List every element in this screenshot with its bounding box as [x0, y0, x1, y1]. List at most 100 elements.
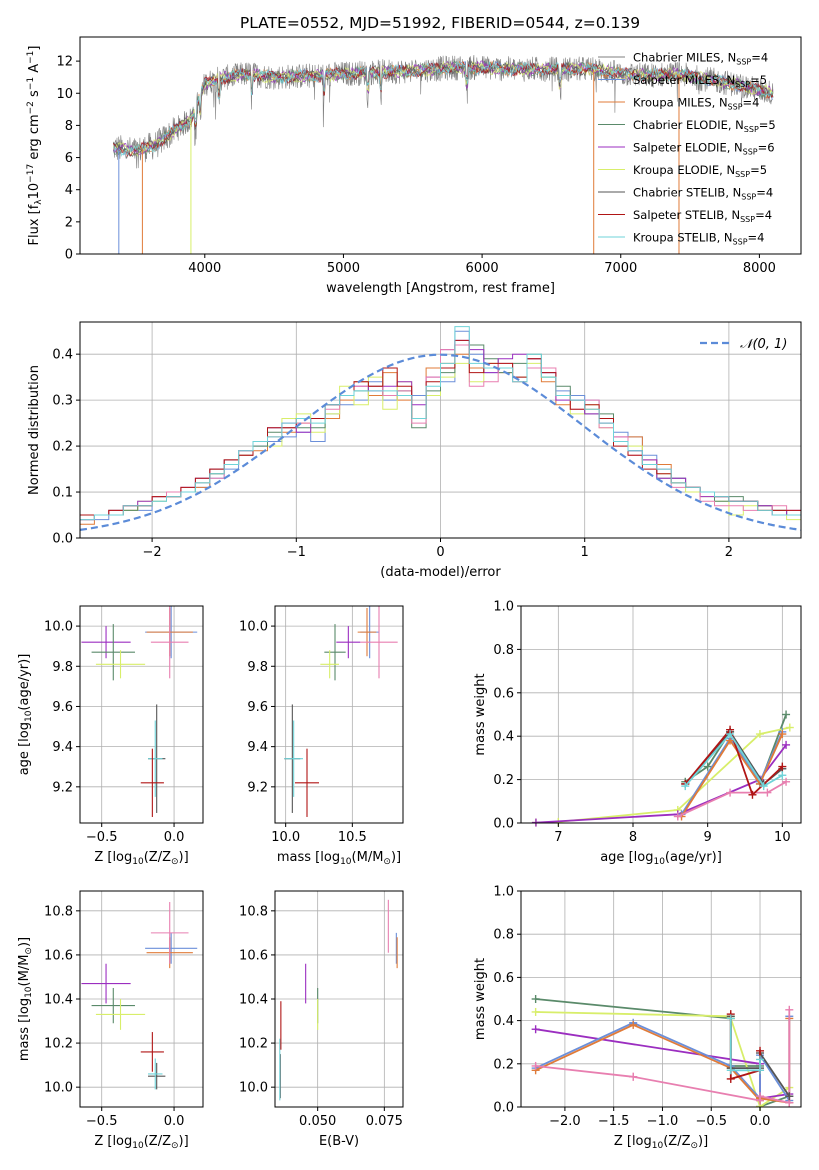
y-tick-label: 10.8 — [239, 904, 268, 919]
errorbar-point — [91, 624, 135, 681]
weight-marker — [785, 1005, 794, 1014]
x-tick-label: 8 — [629, 830, 637, 845]
label-part: Z [ — [94, 850, 112, 865]
weight-marker — [748, 790, 757, 799]
label-part: (age/yr)] — [17, 654, 32, 711]
legend-tail: =5 — [750, 163, 767, 177]
figure-title: PLATE=0552, MJD=51992, FIBERID=0544, z=0… — [240, 14, 640, 32]
weight-marker — [782, 710, 791, 719]
x-axis-label: mass [log10​(M/M⊙​)] — [277, 850, 401, 867]
x-tick-label: 4000 — [188, 261, 221, 276]
label-part: )] — [391, 850, 401, 865]
x-axis-label: Z [log10​(Z/Z⊙​)] — [614, 1134, 708, 1151]
label-part: Z [ — [614, 1134, 632, 1149]
y-axis-label: mass [log10​(M/M⊙​)] — [17, 937, 34, 1061]
label-part: ] — [27, 46, 42, 51]
label-part: Flux [f — [27, 204, 42, 245]
legend-tail: =5 — [750, 73, 767, 87]
y-tick-label: 0.1 — [52, 486, 73, 501]
x-axis-label: Z [log10​(Z/Z⊙​)] — [94, 1134, 188, 1151]
label-part: )] — [17, 937, 32, 947]
weight-marker — [726, 1014, 735, 1023]
legend-label: Salpeter ELODIE, N — [633, 141, 743, 155]
errorbar-point — [336, 626, 361, 659]
y-tick-label: 4 — [65, 183, 73, 198]
label-part: (Z/Z — [663, 1134, 690, 1149]
x-axis-label: wavelength [Angstrom, rest frame] — [326, 281, 555, 296]
y-axis-label: age [log10​(age/yr)] — [17, 654, 34, 776]
weight-marker — [778, 771, 787, 780]
errorbar-point — [81, 963, 131, 1004]
gaussian-curve — [79, 353, 802, 531]
y-tick-label: 10.0 — [239, 1081, 268, 1096]
gaussian-legend-label: 𝒩(0, 1) — [740, 337, 787, 352]
weight-marker — [726, 1074, 735, 1083]
weight-marker — [756, 1055, 765, 1064]
weight-marker — [531, 1025, 540, 1034]
weight-series-line — [535, 726, 790, 824]
legend-label: Salpeter STELIB, N — [633, 208, 740, 222]
legend-entry: Chabrier ELODIE, NSSP=5 — [633, 118, 776, 134]
y-tick-label: 8 — [65, 119, 73, 134]
axes-frame — [274, 605, 404, 824]
weight-marker — [703, 762, 712, 771]
x-tick-label: −2.0 — [549, 1114, 581, 1129]
x-tick-label: 0.0 — [164, 830, 185, 845]
weight-marker — [763, 788, 772, 797]
y-tick-label: 0.4 — [493, 1014, 514, 1029]
y-tick-label: 10.4 — [44, 993, 73, 1008]
label-part: log — [112, 1134, 132, 1149]
weight-marker — [629, 1020, 638, 1029]
weight-marker — [778, 730, 787, 739]
weight-marker — [531, 1061, 540, 1070]
legend-entry: Kroupa MILES, NSSP=4 — [633, 96, 759, 112]
errorbar-point — [284, 720, 303, 797]
x-tick-label: −1 — [287, 545, 306, 560]
panels: 4000 5000 6000 7000 8000024681012wavelength … — [17, 36, 802, 1151]
legend-label: Salpeter MILES, N — [633, 73, 735, 87]
weight-marker — [782, 740, 791, 749]
legend-sub: SSP — [728, 103, 743, 112]
errorbar-point — [81, 626, 131, 659]
y-tick-label: 9.2 — [52, 780, 73, 795]
label-part: (Z/Z — [144, 1134, 171, 1149]
errorbar-point — [140, 748, 164, 817]
label-part: A — [27, 64, 42, 77]
model-spectrum-line — [112, 60, 774, 156]
errorbar-point — [148, 1062, 166, 1090]
y-tick-label: 9.6 — [247, 700, 268, 715]
label-part: (M/M — [17, 955, 32, 987]
legend-label: Kroupa ELODIE, N — [633, 163, 735, 177]
label-part: )] — [698, 1134, 708, 1149]
label-part: )] — [179, 850, 189, 865]
x-tick-label: −0.5 — [695, 1114, 727, 1129]
label-part: 10 — [653, 857, 665, 867]
errorbar-point — [95, 999, 146, 1030]
legend-entry: Salpeter ELODIE, NSSP=6 — [633, 141, 775, 157]
x-tick-label: 9 — [704, 830, 712, 845]
y-tick-label: 0.2 — [493, 773, 514, 788]
weight-marker — [726, 730, 735, 739]
label-part: mass [ — [17, 1018, 32, 1061]
y-tick-label: 10.0 — [44, 1081, 73, 1096]
y-tick-label: 0.6 — [493, 686, 514, 701]
label-part: erg cm — [27, 114, 42, 163]
weight-marker — [756, 1046, 765, 1055]
histogram-series — [79, 326, 802, 538]
legend-entry: Kroupa ELODIE, NSSP=5 — [633, 163, 767, 179]
label-part: log — [17, 998, 32, 1018]
label-part: 10 — [24, 710, 34, 722]
y-tick-label: 10.0 — [239, 620, 268, 635]
x-tick-label: −0.5 — [86, 1114, 118, 1129]
weight-marker — [756, 1092, 765, 1101]
errorbar-point — [148, 1058, 163, 1090]
y-tick-label: 0.2 — [52, 440, 73, 455]
errorbar-point — [324, 624, 346, 681]
label-part: (data-model)/error — [380, 565, 501, 580]
legend-entry: Salpeter MILES, NSSP=5 — [633, 73, 767, 89]
legend-entry: Kroupa STELIB, NSSP=4 — [633, 231, 764, 247]
weight-marker — [759, 782, 768, 791]
label-part: log — [320, 850, 340, 865]
axes-frame — [79, 605, 204, 824]
